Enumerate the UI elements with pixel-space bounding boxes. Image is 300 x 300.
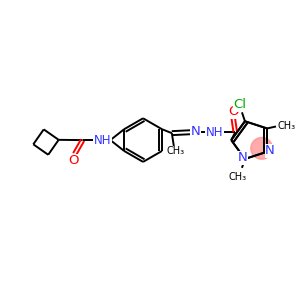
Text: NH: NH xyxy=(206,126,223,139)
Text: CH₃: CH₃ xyxy=(278,122,296,131)
Text: CH₃: CH₃ xyxy=(167,146,185,156)
Text: N: N xyxy=(265,144,275,157)
Text: N: N xyxy=(191,125,200,138)
Circle shape xyxy=(251,137,273,159)
Text: NH: NH xyxy=(94,134,111,147)
Text: Cl: Cl xyxy=(233,98,247,111)
Text: N: N xyxy=(238,152,248,164)
Text: CH₃: CH₃ xyxy=(229,172,247,182)
Text: O: O xyxy=(228,105,238,118)
Text: O: O xyxy=(68,154,79,167)
